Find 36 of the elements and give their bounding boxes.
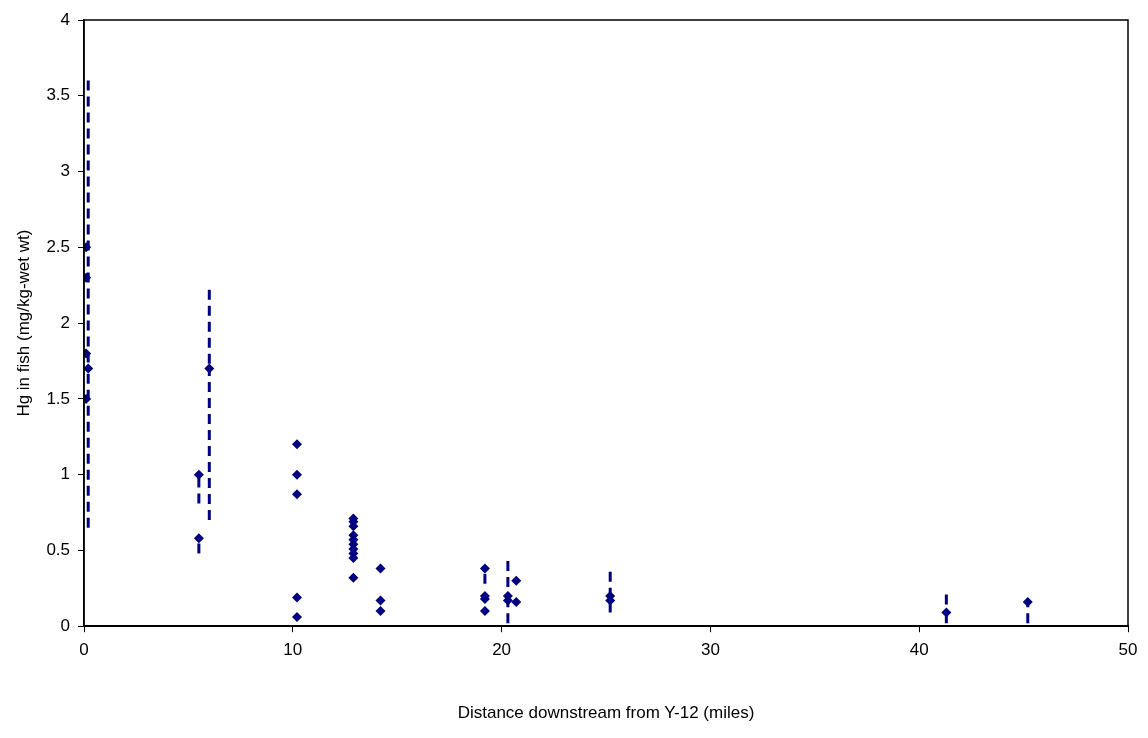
point [511,575,522,586]
y-axis-title: Hg in fish (mg/kg-wet wt) [13,229,33,417]
point [193,533,204,544]
point [1022,596,1033,607]
y-tick-label: 1 [60,464,71,484]
point [348,572,359,583]
point [479,563,490,574]
point [375,595,386,606]
y-tick-label: 4 [60,9,71,29]
point [511,596,522,607]
y-tick-label: 2.5 [46,237,71,257]
x-axis-title: Distance downstream from Y-12 (miles) [457,703,755,723]
x-tick-label: 0 [79,640,89,660]
point [375,606,386,617]
x-tick-label: 40 [909,640,929,660]
point [292,439,302,450]
y-tick-label: 3.5 [46,85,71,105]
y-tick-label: 2 [60,312,71,332]
point [292,489,302,500]
x-tick-label: 30 [700,640,720,660]
x-tick-label: 20 [492,640,512,660]
point [479,606,490,617]
y-tick-label: 0.5 [46,540,71,560]
y-tick-label: 0 [60,615,71,635]
y-tick-label: 3 [60,161,71,181]
point [84,363,94,374]
x-tick-label: 10 [283,640,303,660]
point [193,469,204,480]
point [941,607,952,618]
point [292,612,302,623]
point [292,592,302,603]
y-tick-label: 1.5 [46,388,71,408]
point [375,563,386,574]
point [292,469,302,480]
point [204,363,215,374]
x-tick-label: 50 [1118,640,1138,660]
